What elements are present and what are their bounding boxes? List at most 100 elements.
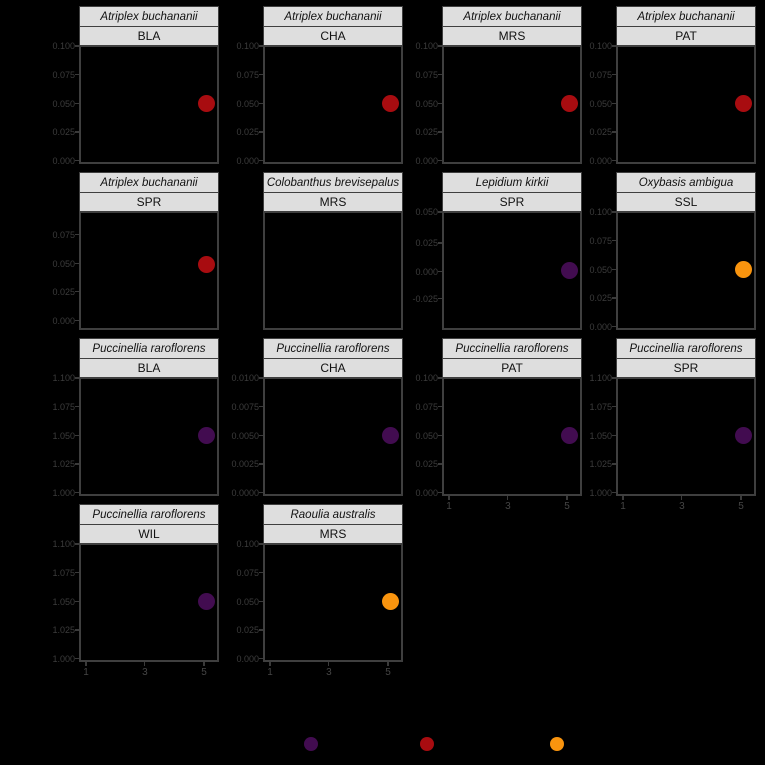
y-axis-tick-mark: [438, 463, 442, 465]
y-axis-tick-label: 0.050: [52, 258, 75, 269]
strip-site-label: SSL: [616, 191, 756, 213]
y-axis-tick-mark: [438, 405, 442, 408]
y-axis-tick-label: 1.050: [589, 430, 612, 441]
data-point: [735, 94, 753, 112]
y-axis-tick-label: 0.000: [52, 155, 75, 166]
strip-species-label: Oxybasis ambigua: [616, 172, 756, 193]
y-axis-tick-label: 0.050: [415, 207, 438, 218]
y-axis-tick-label: 0.025: [415, 459, 438, 470]
strip-site-label: BLA: [79, 357, 219, 379]
y-axis-tick-mark: [612, 45, 616, 47]
x-axis-tick-label: 1: [446, 501, 452, 512]
y-axis-tick-mark: [259, 102, 263, 104]
y-axis-tick-mark: [612, 405, 616, 408]
y-axis-tick-mark: [612, 377, 616, 379]
plot-panel: [263, 543, 403, 662]
y-axis-tick-mark: [612, 239, 616, 242]
y-axis-tick-mark: [438, 211, 442, 213]
x-axis-tick-label: 3: [142, 667, 148, 678]
y-axis-tick-mark: [612, 102, 616, 104]
y-axis-tick-mark: [438, 102, 442, 104]
strip-site-label: CHA: [263, 25, 403, 47]
y-axis-tick-label: 1.000: [52, 653, 75, 664]
data-point: [382, 94, 400, 112]
y-axis-tick-mark: [612, 73, 616, 76]
x-axis-tick-mark: [566, 496, 568, 500]
strip-species-label: Puccinellia raroflorens: [616, 338, 756, 359]
y-axis-tick-mark: [75, 491, 79, 494]
y-axis-tick-label: 1.075: [589, 401, 612, 412]
plot-panel: [442, 377, 582, 496]
x-axis-tick-mark: [269, 662, 271, 666]
data-point: [198, 94, 216, 112]
y-axis-tick-label: 0.025: [52, 127, 75, 138]
y-axis-tick-label: 0.0100: [231, 373, 259, 384]
y-axis-tick-mark: [612, 268, 616, 270]
y-axis-tick-label: 0.100: [589, 207, 612, 218]
y-axis-tick-label: 1.025: [52, 625, 75, 636]
plot-panel: [442, 45, 582, 164]
y-axis-tick-mark: [259, 543, 263, 545]
y-axis-tick-mark: [612, 325, 616, 328]
y-axis-tick-mark: [259, 491, 263, 494]
x-axis-tick-label: 1: [83, 667, 89, 678]
y-axis-tick-label: 1.100: [589, 373, 612, 384]
y-axis-tick-label: 1.100: [52, 539, 75, 550]
plot-panel: [263, 377, 403, 496]
y-axis-tick-mark: [75, 233, 79, 236]
x-axis-tick-label: 1: [620, 501, 626, 512]
y-axis-tick-mark: [75, 543, 79, 545]
strip-site-label: PAT: [616, 25, 756, 47]
x-axis-tick-label: 5: [201, 667, 207, 678]
plot-panel: [616, 45, 756, 164]
data-point: [561, 426, 579, 444]
strip-species-label: Colobanthus brevisepalus: [263, 172, 403, 193]
y-axis-tick-label: 0.025: [415, 238, 438, 249]
y-axis-tick-mark: [612, 434, 616, 436]
y-axis-tick-mark: [438, 491, 442, 494]
y-axis-tick-label: 0.025: [589, 293, 612, 304]
y-axis-tick-label: 1.100: [52, 373, 75, 384]
y-axis-tick-label: 0.050: [415, 430, 438, 441]
x-axis-tick-mark: [740, 496, 742, 500]
y-axis-tick-mark: [75, 600, 79, 602]
y-axis-tick-label: 0.000: [589, 155, 612, 166]
y-axis-tick-mark: [612, 297, 616, 299]
x-axis-tick-label: 3: [326, 667, 332, 678]
strip-site-label: BLA: [79, 25, 219, 47]
y-axis-tick-mark: [259, 159, 263, 162]
x-axis-tick-mark: [387, 662, 389, 666]
x-axis-tick-mark: [143, 662, 146, 666]
data-point: [198, 256, 216, 274]
strip-species-label: Puccinellia raroflorens: [263, 338, 403, 359]
plot-panel: [79, 377, 219, 496]
strip-site-label: MRS: [263, 191, 403, 213]
y-axis-tick-label: 0.100: [415, 41, 438, 52]
legend-key-purple: [304, 737, 318, 751]
y-axis-tick-mark: [259, 131, 263, 133]
y-axis-tick-mark: [259, 463, 263, 465]
strip-species-label: Puccinellia raroflorens: [79, 504, 219, 525]
strip-site-label: MRS: [442, 25, 582, 47]
y-axis-tick-label: 0.075: [415, 401, 438, 412]
y-axis-tick-mark: [438, 297, 442, 300]
strip-species-label: Atriplex buchananii: [263, 6, 403, 27]
x-axis-tick-label: 5: [564, 501, 570, 512]
x-axis-tick-mark: [448, 496, 450, 500]
y-axis-tick-label: 1.000: [52, 487, 75, 498]
plot-panel: [79, 543, 219, 662]
y-axis-tick-label: 1.025: [52, 459, 75, 470]
y-axis-tick-label: -0.025: [412, 293, 438, 304]
y-axis-tick-label: 0.075: [52, 229, 75, 240]
plot-panel: [616, 377, 756, 496]
y-axis-tick-mark: [75, 159, 79, 162]
data-point: [735, 426, 753, 444]
y-axis-tick-mark: [259, 377, 263, 379]
y-axis-tick-label: 0.075: [589, 69, 612, 80]
data-point: [561, 262, 579, 279]
y-axis-tick-mark: [75, 657, 79, 660]
strip-species-label: Atriplex buchananii: [442, 6, 582, 27]
y-axis-tick-label: 0.075: [236, 567, 259, 578]
y-axis-tick-mark: [75, 434, 79, 436]
y-axis-tick-label: 0.100: [236, 539, 259, 550]
